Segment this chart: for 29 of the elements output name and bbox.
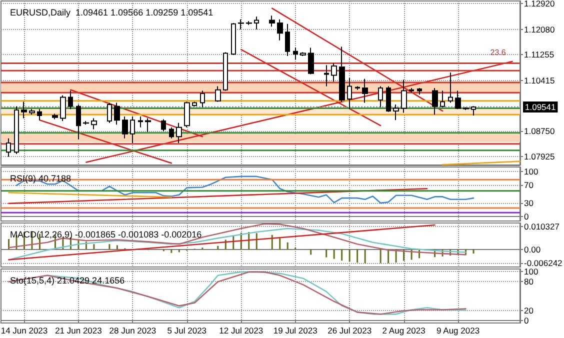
y-tick-label: 0: [524, 212, 529, 222]
y-tick-label: 100: [524, 266, 538, 276]
y-tick-label: 80: [524, 276, 534, 286]
y-tick-label: 70: [524, 180, 534, 190]
y-tick-label: -0.006242: [524, 258, 563, 268]
x-tick-label: 21 Jun 2023: [55, 326, 102, 336]
x-tick-label: 26 Jul 2023: [328, 326, 372, 336]
text: EURUSD,Daily 1.09461 1.09566 1.09259 1.09541: [10, 8, 214, 18]
y-tick-label: 1.07925: [524, 151, 555, 162]
y-tick-label: 0: [524, 316, 529, 326]
y-tick-label: 1.12080: [524, 24, 555, 34]
x-tick-label: 9 Aug 2023: [436, 326, 480, 336]
y-tick-label: 20: [524, 306, 534, 316]
y-tick-label: 30: [524, 198, 534, 208]
y-tick-label: 1.11255: [524, 50, 554, 60]
annotation: 23.6: [490, 48, 506, 57]
ref-line-label: 1.09541: [525, 102, 556, 112]
x-tick-label: 14 Jun 2023: [0, 326, 48, 336]
x-tick-label: 5 Jul 2023: [167, 326, 207, 336]
y-tick-label: 1.08750: [524, 126, 555, 136]
y-tick-label: 100: [524, 166, 538, 176]
x-tick-label: 2 Aug 2023: [382, 326, 426, 336]
y-tick-label: 1.12920: [524, 0, 555, 9]
x-tick-label: 12 Jul 2023: [219, 326, 264, 336]
x-tick-label: 28 Jun 2023: [109, 326, 156, 336]
y-tick-label: 1.10415: [524, 75, 555, 86]
x-tick-label: 19 Jul 2023: [273, 326, 318, 336]
y-tick-label: 0.00: [524, 244, 541, 254]
y-tick-label: 0.010327: [524, 222, 560, 232]
